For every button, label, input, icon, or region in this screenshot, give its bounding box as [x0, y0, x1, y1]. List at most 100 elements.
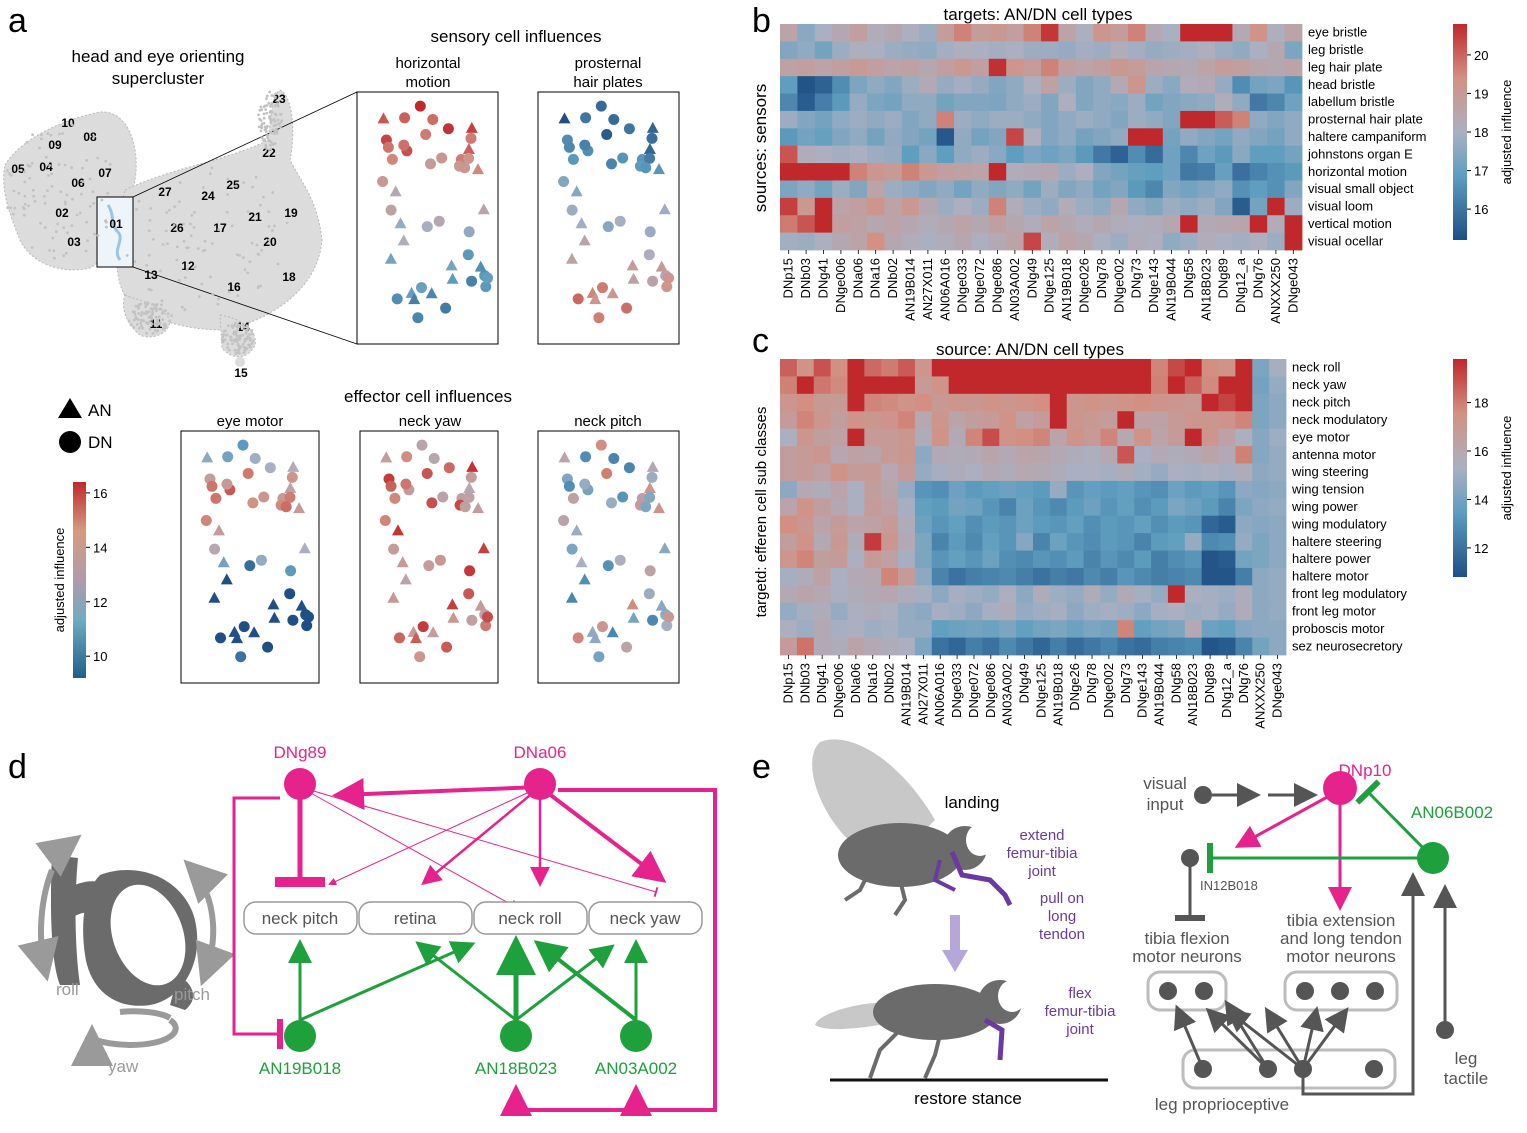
umap-point [276, 262, 280, 266]
heatmap-c-cell [1151, 602, 1169, 621]
umap-point [168, 208, 171, 212]
heatmap-c-cell [999, 567, 1017, 586]
umap-point [271, 143, 275, 146]
heatmap-b-cell [1162, 76, 1181, 94]
heatmap-c-cell [1100, 585, 1118, 604]
heatmap-c-cell [1117, 393, 1135, 412]
heatmap-c-col-label: AN19B014 [899, 663, 914, 726]
heatmap-c-cell [830, 585, 848, 604]
heatmap-c-cell [1066, 411, 1084, 430]
heatmap-c-cell [780, 463, 798, 482]
umap-point [241, 342, 245, 346]
umap-point [250, 329, 254, 332]
heatmap-b-cell [1128, 76, 1146, 94]
scatter-point-dn [377, 176, 389, 187]
heatmap-c-cell [1151, 411, 1169, 430]
umap-point [104, 159, 108, 163]
heatmap-b-cell [901, 41, 920, 60]
heatmap-c-cell [982, 533, 1000, 551]
umap-point [59, 190, 63, 194]
heatmap-b-cell [1249, 110, 1268, 129]
heatmap-b-cell [1145, 24, 1164, 42]
scatter-point-dn [621, 302, 633, 314]
scatter-point-dn [222, 451, 234, 463]
heatmap-b-cell [901, 110, 920, 129]
heatmap-b-cell [1215, 163, 1233, 181]
heatmap-b-row-label: johnstons organ E [1307, 146, 1413, 161]
heatmap-b-cell [1110, 232, 1129, 251]
scatter-point-dn [285, 565, 297, 577]
scatter-point-an [268, 611, 281, 623]
heatmap-c-cell [813, 515, 831, 534]
heatmap-c-cell [1184, 463, 1203, 482]
heatmap-b-cell [849, 180, 868, 199]
heatmap-b-cell [954, 41, 972, 60]
scatter-point-dn [379, 515, 391, 526]
heatmap-b-cell [1041, 41, 1059, 60]
heatmap-c-cell [1235, 515, 1253, 534]
heatmap-c-cell [1066, 620, 1084, 638]
scatter-point-dn [580, 451, 592, 463]
scatter-point-dn [563, 141, 575, 153]
scatter-point-dn [463, 588, 475, 600]
umap-point [142, 319, 145, 322]
heatmap-c-cell [999, 498, 1017, 517]
umap-point [134, 304, 138, 308]
heatmap-b-cell [1041, 93, 1059, 112]
umap-point [229, 338, 233, 342]
umap-point [75, 213, 79, 217]
heatmap-c-cell [1083, 446, 1101, 464]
heatmap-b-cell [832, 24, 850, 42]
scatter-point-dn [258, 491, 270, 503]
heatmap-b-cell [1093, 93, 1111, 112]
heatmap-c-col-label: DNg41 [814, 663, 829, 703]
heatmap-c-cell [999, 620, 1017, 638]
node-dna06 [524, 768, 556, 800]
heatmap-c-cell [1016, 620, 1034, 638]
umap-point [129, 323, 133, 326]
label-landing: landing [945, 793, 1000, 812]
scatter-point-an [394, 217, 407, 229]
scatter-point-an [558, 451, 571, 463]
scatter-point-dn [601, 129, 613, 140]
heatmap-c-cell [780, 359, 798, 377]
umap-point [222, 333, 226, 336]
heatmap-c-cell [948, 480, 966, 499]
heatmap-c-ylabel: targetd: efferen cell sub classes [753, 407, 770, 618]
heatmap-c-cell [898, 411, 916, 430]
heatmap-b-row-label: visual small object [1308, 181, 1414, 196]
scatter-point-dn [602, 560, 614, 572]
heatmap-c-cell [780, 602, 798, 621]
heatmap-b-row-label: haltere campaniform [1308, 129, 1427, 144]
umap-point [54, 230, 58, 234]
scatter-point-dn [440, 302, 452, 314]
heatmap-b-cell [1267, 58, 1285, 77]
umap-point [251, 332, 254, 336]
heatmap-b-cell [1197, 93, 1216, 112]
heatmap-b-cell [849, 145, 868, 164]
heatmap-b-cell [867, 145, 885, 164]
heatmap-c-cell [1049, 620, 1068, 638]
heatmap-c-cell [1066, 498, 1084, 517]
umap-point [226, 346, 229, 349]
heatmap-c-cell [1252, 498, 1270, 517]
heatmap-c-cell [931, 411, 950, 430]
heatmap-c-cell [948, 602, 966, 621]
heatmap-b-cell [1162, 215, 1181, 234]
heatmap-b-cell [1180, 24, 1198, 42]
scatter-point-an [298, 542, 311, 554]
heatmap-b-cell [1284, 128, 1303, 147]
heatmap-c-cell [847, 550, 865, 569]
heatmap-b-cell [1023, 58, 1042, 77]
panel-a-letter: a [8, 2, 27, 40]
scatter-point-dn [303, 611, 314, 623]
heatmap-b-cell [901, 76, 920, 94]
heatmap-b-cell [780, 215, 798, 234]
heatmap-c-cell [1201, 376, 1219, 395]
label-leg-tactile-2: tactile [1444, 1069, 1488, 1088]
sensory-title: sensory cell influences [430, 27, 601, 46]
umap-point [164, 324, 168, 328]
scatter-point-an [446, 598, 459, 610]
scatter-point-dn [572, 632, 584, 644]
heatmap-b-cell [797, 128, 816, 147]
